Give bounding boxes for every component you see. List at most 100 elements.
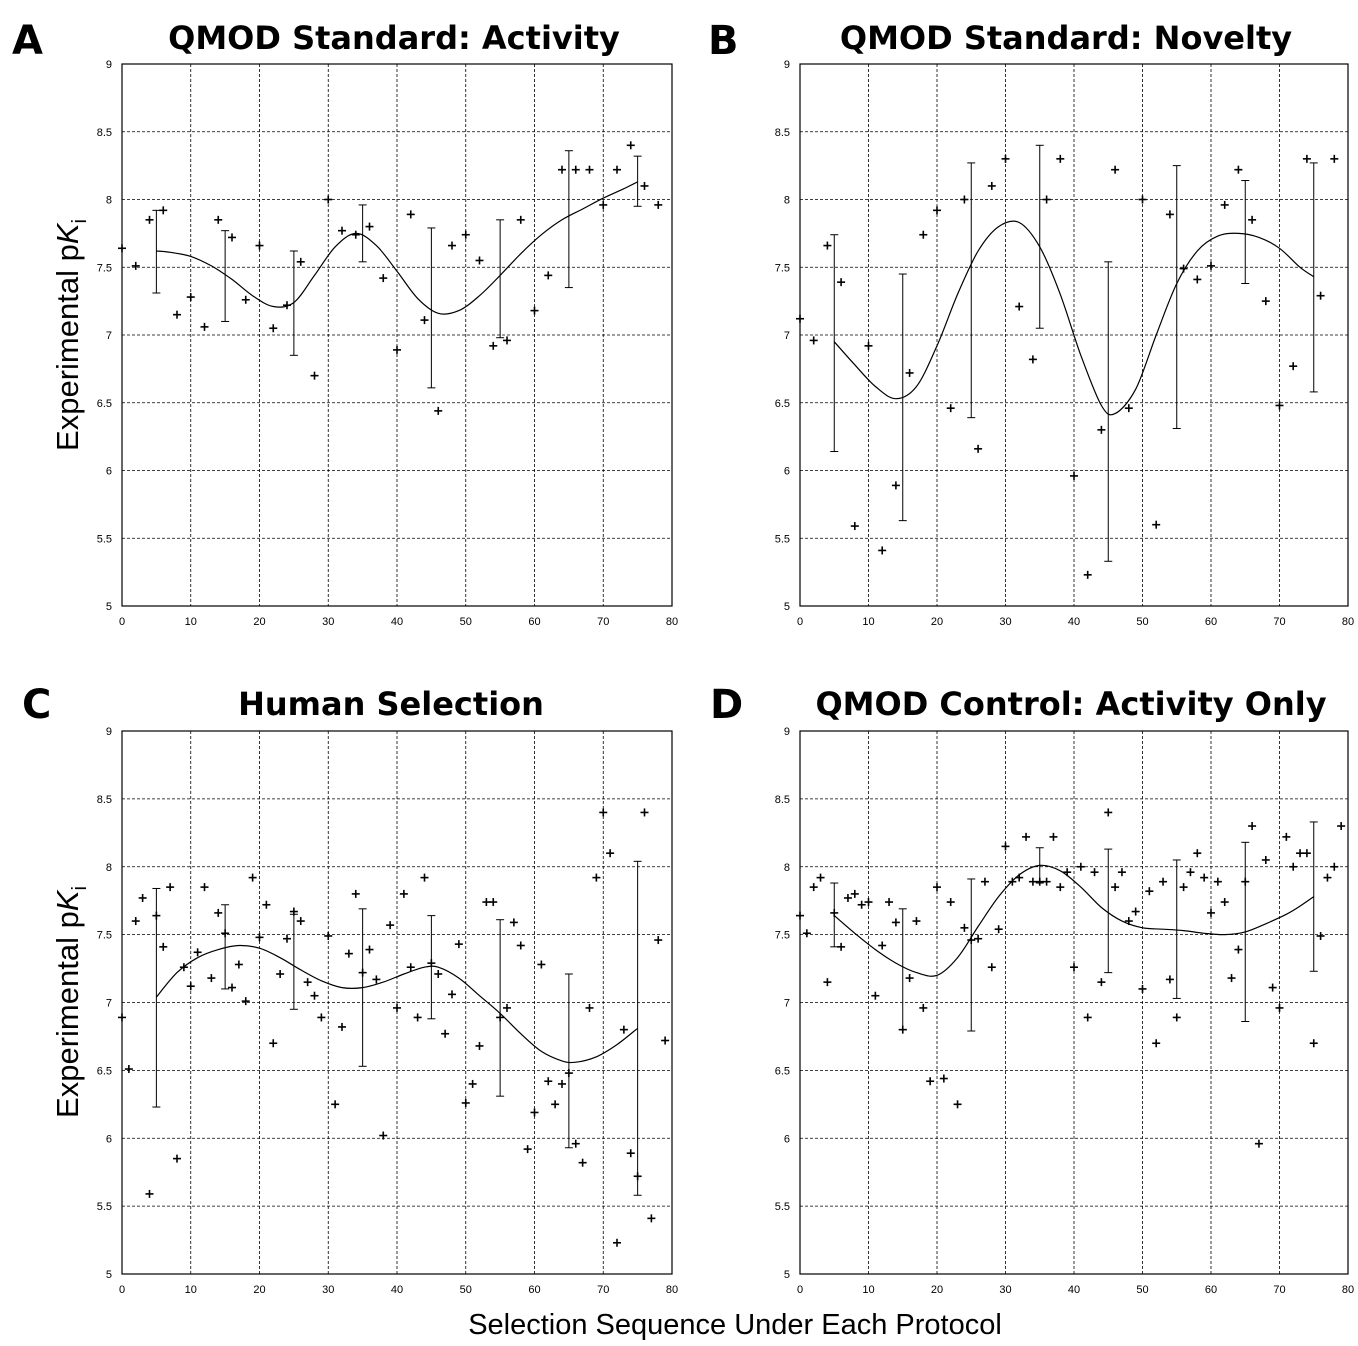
data-point	[912, 917, 921, 926]
panel-title: QMOD Standard: Novelty	[840, 19, 1292, 57]
data-point	[138, 893, 147, 902]
data-point	[1296, 849, 1305, 858]
data-point	[379, 1131, 388, 1140]
x-tick-label: 0	[797, 616, 803, 628]
y-tick-label: 7	[784, 330, 790, 342]
y-tick-label: 7.5	[97, 262, 112, 274]
data-point	[1165, 210, 1174, 219]
data-point	[796, 911, 804, 920]
y-tick-label: 5.5	[775, 1201, 790, 1213]
y-tick-label: 7.5	[775, 262, 790, 274]
data-point	[661, 1036, 670, 1045]
data-point	[1282, 832, 1291, 841]
data-point	[509, 918, 518, 927]
error-bar	[289, 913, 298, 1010]
data-point	[283, 934, 291, 943]
x-tick-label: 0	[797, 1284, 803, 1296]
error-bar	[564, 973, 573, 1149]
x-tick-label: 0	[119, 1284, 125, 1296]
data-point	[960, 195, 969, 204]
data-point	[1097, 978, 1106, 987]
data-point	[1131, 907, 1140, 916]
data-point	[351, 889, 360, 898]
data-point	[864, 898, 873, 907]
panel-letter: A	[12, 18, 43, 64]
data-point	[516, 215, 525, 224]
trend-curve	[155, 944, 638, 1064]
data-point	[159, 942, 168, 951]
data-point	[905, 974, 914, 983]
data-point	[1179, 264, 1188, 273]
data-point	[365, 222, 374, 231]
y-tick-label: 5	[106, 1269, 112, 1281]
error-bar	[1104, 261, 1113, 562]
data-point	[296, 917, 305, 926]
data-point	[214, 215, 223, 224]
data-point	[200, 883, 209, 892]
y-tick-label: 8.5	[97, 794, 112, 806]
data-point	[1022, 832, 1031, 841]
y-tick-label: 7	[784, 998, 790, 1010]
trend-curve	[833, 864, 1315, 977]
y-tick-label: 7.5	[775, 930, 790, 942]
data-point	[1076, 862, 1085, 871]
data-point	[393, 345, 401, 354]
data-point	[1001, 842, 1010, 851]
data-point	[482, 898, 491, 907]
data-point	[619, 1025, 628, 1034]
data-point	[654, 936, 663, 945]
error-bar	[1309, 162, 1318, 393]
data-point	[1220, 898, 1229, 907]
data-point	[802, 929, 811, 938]
data-point	[960, 923, 969, 932]
data-point	[1200, 873, 1209, 882]
x-tick-label: 60	[528, 616, 540, 628]
x-tick-label: 20	[931, 616, 943, 628]
data-point	[454, 940, 463, 949]
data-point	[152, 911, 161, 920]
data-point	[317, 1013, 326, 1022]
error-bar	[221, 230, 230, 322]
data-point	[145, 1189, 154, 1198]
data-point	[248, 873, 257, 882]
data-point	[1111, 165, 1120, 174]
error-bar	[358, 204, 367, 263]
data-point	[1193, 849, 1202, 858]
data-point	[1261, 855, 1270, 864]
data-point	[1254, 1139, 1263, 1148]
data-point	[269, 1039, 278, 1048]
data-point	[530, 1108, 539, 1117]
data-point	[905, 368, 914, 377]
data-point	[987, 181, 996, 190]
x-tick-label: 30	[999, 616, 1011, 628]
data-point	[1330, 862, 1339, 871]
data-point	[994, 925, 1003, 934]
data-point	[503, 1003, 511, 1012]
panel-title: QMOD Standard: Activity	[168, 19, 620, 57]
error-bar	[1172, 859, 1181, 999]
data-point	[837, 278, 846, 287]
data-point	[166, 883, 175, 892]
data-point	[338, 1022, 346, 1031]
error-bar	[1172, 165, 1181, 429]
data-point	[1056, 883, 1065, 892]
data-point	[585, 165, 594, 174]
data-point	[1042, 877, 1051, 886]
data-point	[1193, 275, 1202, 284]
data-point	[1268, 983, 1277, 992]
data-point	[1261, 297, 1270, 306]
data-point	[564, 1069, 573, 1078]
data-point	[489, 898, 498, 907]
data-point	[118, 244, 126, 253]
x-tick-label: 30	[999, 1284, 1011, 1296]
data-point	[1207, 261, 1215, 270]
data-point	[1159, 877, 1168, 886]
y-tick-label: 5	[784, 1269, 790, 1281]
data-point	[1104, 808, 1113, 817]
error-bar	[427, 227, 436, 389]
x-tick-label: 30	[322, 616, 334, 628]
data-point	[1056, 154, 1065, 163]
y-tick-label: 6.5	[775, 1065, 790, 1077]
data-point	[523, 1145, 532, 1154]
data-point	[1241, 877, 1250, 886]
